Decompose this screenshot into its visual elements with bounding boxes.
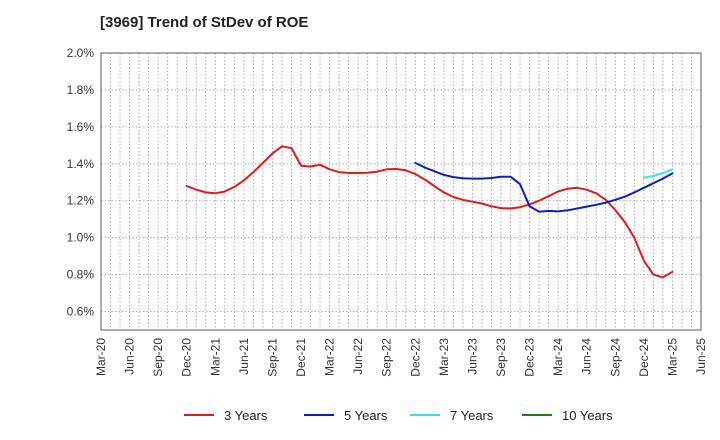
legend-label: 5 Years [344, 408, 388, 423]
x-tick-label: Dec-21 [294, 338, 308, 377]
series-line-7-years [642, 168, 674, 179]
plot-area [101, 53, 701, 330]
x-tick-label: Mar-22 [323, 338, 337, 376]
x-tick-label: Jun-22 [351, 338, 365, 375]
x-tick-label: Dec-22 [408, 338, 422, 377]
series-line-5-years [414, 161, 674, 213]
plot-frame [100, 52, 702, 331]
legend-label: 3 Years [224, 408, 268, 423]
y-tick-label: 1.4% [67, 157, 95, 171]
x-tick-label: Sep-22 [380, 338, 394, 377]
x-tick-label: Jun-23 [465, 338, 479, 375]
legend-label: 7 Years [450, 408, 494, 423]
x-tick-label: Sep-20 [151, 338, 165, 377]
chart-title: [3969] Trend of StDev of ROE [100, 14, 309, 31]
x-tick-label: Dec-24 [637, 338, 651, 377]
x-tick-label: Mar-23 [437, 338, 451, 376]
x-tick-label: Sep-21 [265, 338, 279, 377]
x-tick-label: Sep-24 [608, 338, 622, 377]
y-tick-label: 1.2% [67, 194, 95, 208]
y-tick-label: 1.0% [67, 231, 95, 245]
y-tick-label: 0.6% [67, 305, 95, 319]
x-tick-label: Jun-20 [123, 338, 137, 375]
y-tick-label: 0.8% [67, 268, 95, 282]
x-tick-label: Mar-24 [551, 338, 565, 376]
series-line-3-years [185, 145, 674, 279]
x-tick-label: Jun-24 [580, 338, 594, 375]
y-tick-label: 1.8% [67, 83, 95, 97]
y-tick-label: 2.0% [67, 46, 95, 60]
legend-label: 10 Years [562, 408, 613, 423]
y-tick-label: 1.6% [67, 120, 95, 134]
x-tick-label: Dec-23 [523, 338, 537, 377]
x-tick-label: Jun-25 [694, 338, 708, 375]
x-tick-label: Mar-25 [665, 338, 679, 376]
x-tick-label: Dec-20 [180, 338, 194, 377]
x-tick-label: Mar-20 [94, 338, 108, 376]
x-tick-label: Jun-21 [237, 338, 251, 375]
x-tick-label: Sep-23 [494, 338, 508, 377]
x-tick-label: Mar-21 [208, 338, 222, 376]
